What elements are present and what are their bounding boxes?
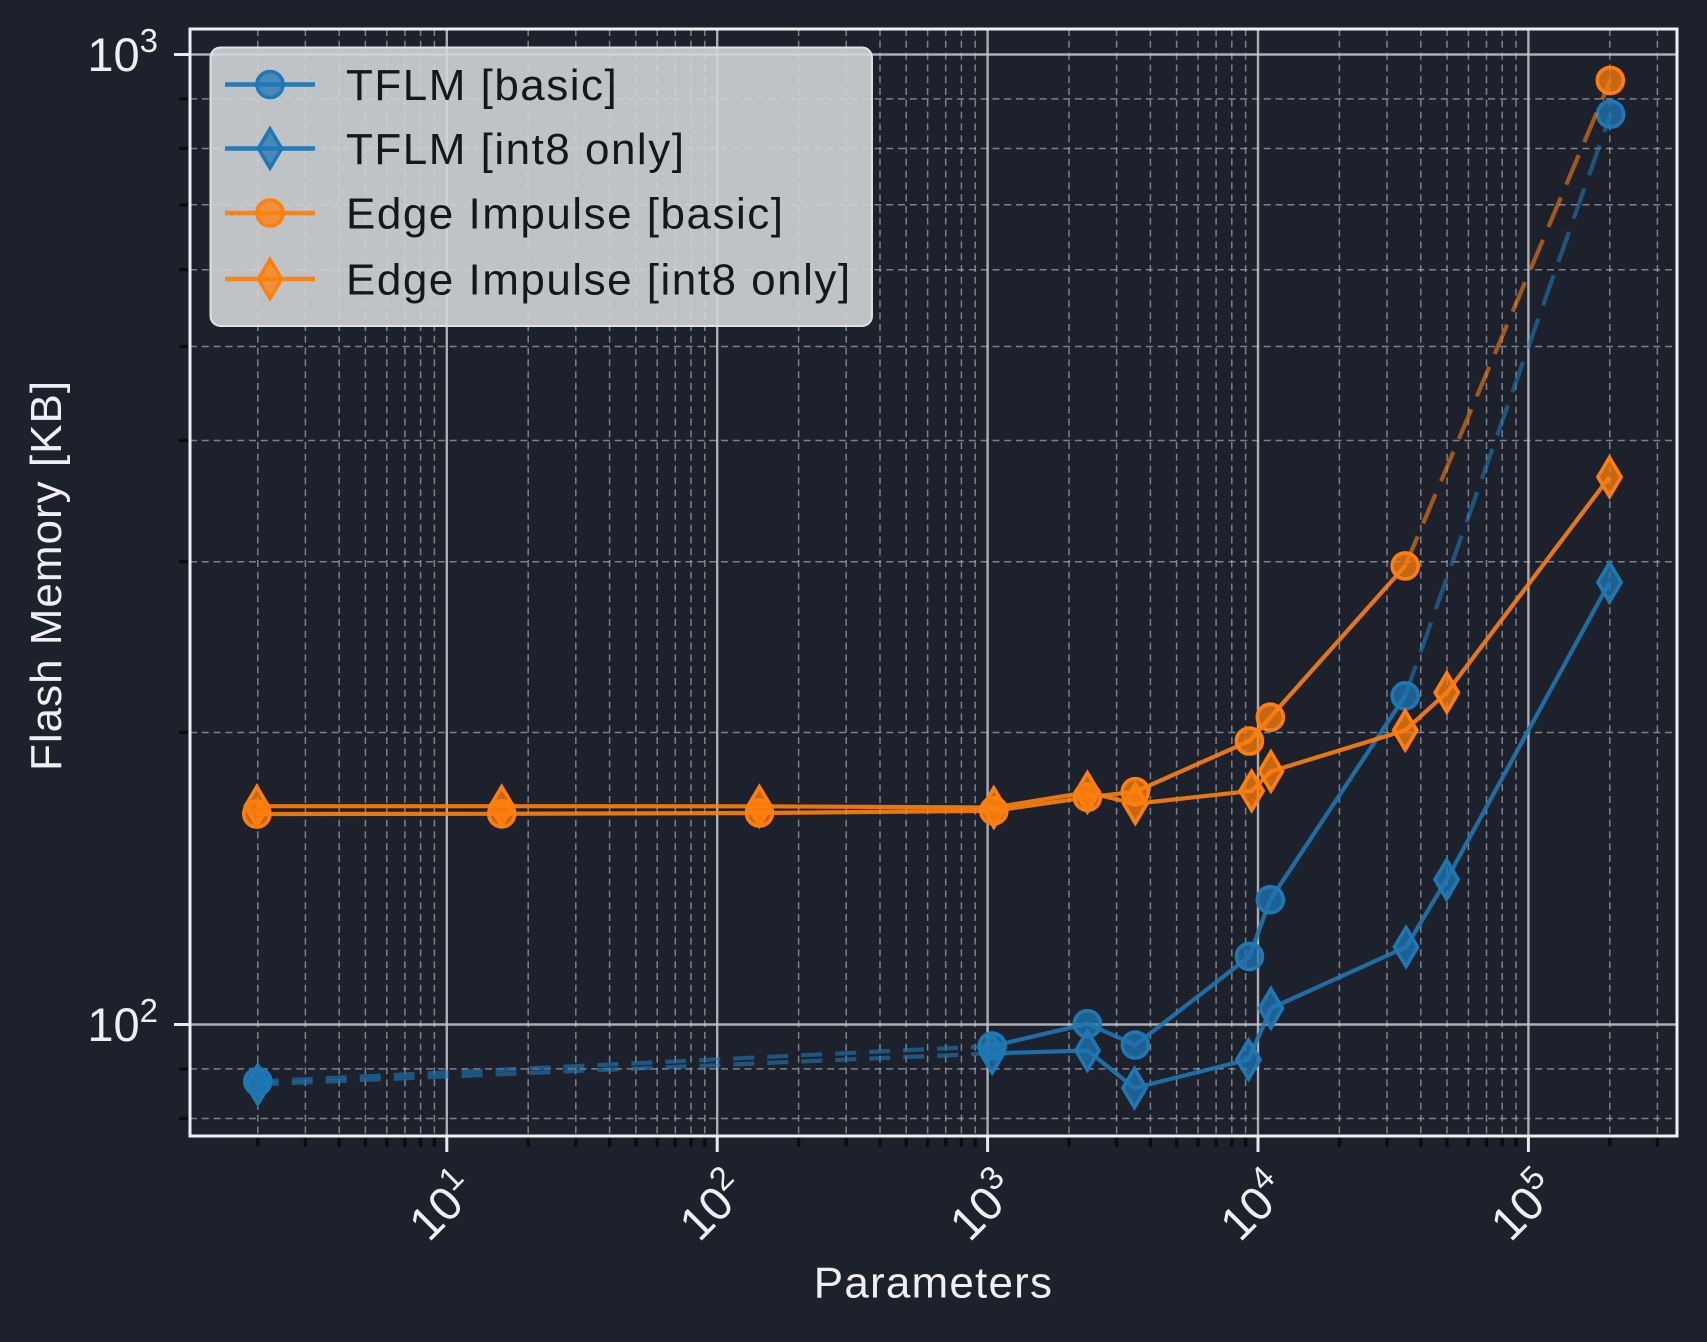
svg-text:Edge Impulse [int8 only]: Edge Impulse [int8 only] [346,256,852,305]
svg-text:TFLM [basic]: TFLM [basic] [346,61,618,110]
svg-text:Flash Memory [KB]: Flash Memory [KB] [22,380,71,771]
svg-text:Edge Impulse [basic]: Edge Impulse [basic] [346,190,784,239]
svg-text:Parameters: Parameters [814,1259,1053,1308]
svg-text:TFLM [int8 only]: TFLM [int8 only] [346,125,685,174]
